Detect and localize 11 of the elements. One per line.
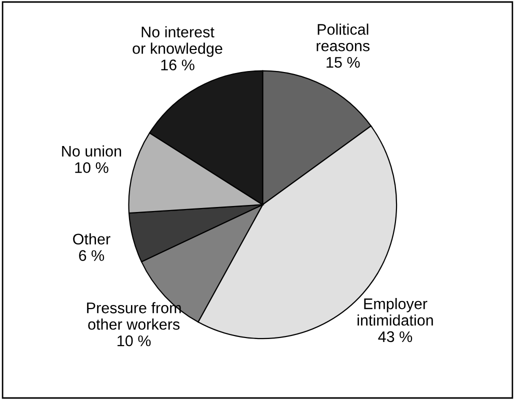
data-label: 10 %	[118, 335, 151, 346]
slice-label: No interest or knowledge	[132, 26, 222, 57]
data-label: 6 %	[79, 250, 104, 261]
slice-label: Other	[73, 233, 110, 245]
data-label: 10 %	[75, 162, 108, 174]
data-label: 43 %	[378, 331, 412, 342]
data-label: 15 %	[326, 57, 360, 68]
slice-label: Political reasons	[316, 24, 370, 52]
slice-label: Employer intimidation	[358, 298, 433, 326]
data-label: 16 %	[161, 60, 194, 70]
slice-label: No union	[62, 145, 122, 157]
